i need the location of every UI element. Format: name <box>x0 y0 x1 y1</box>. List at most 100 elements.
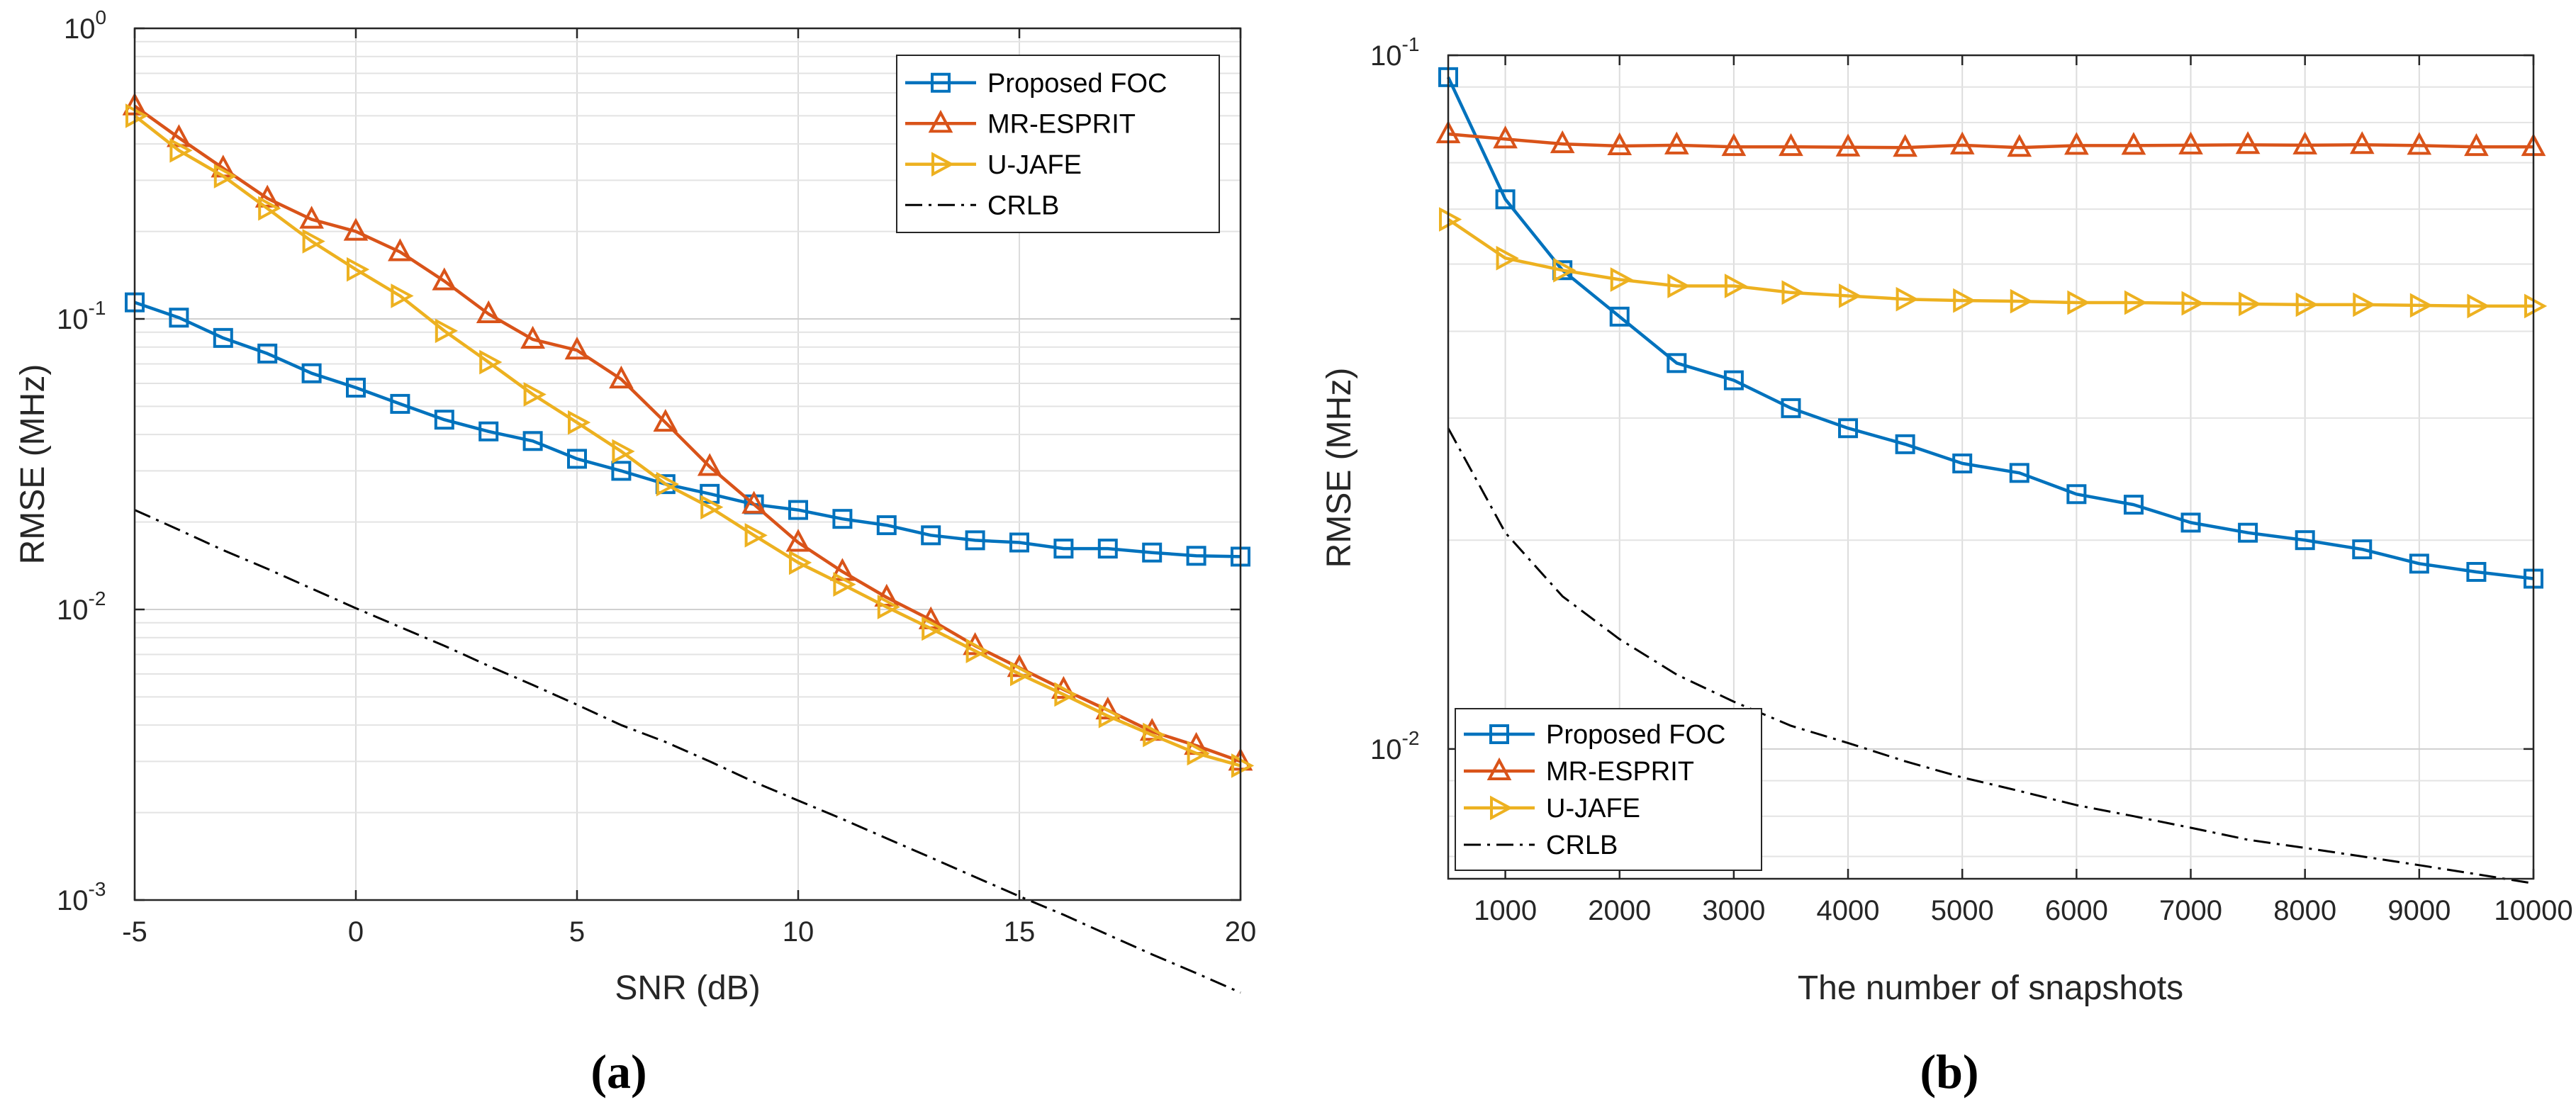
panel-label: (a) <box>590 1045 646 1098</box>
data-point <box>1187 741 1210 766</box>
data-point <box>876 515 897 536</box>
data-point <box>2010 288 2034 314</box>
data-point <box>1721 133 1747 157</box>
data-point <box>2239 291 2262 317</box>
data-point <box>522 431 543 451</box>
x-tick-label: 10 <box>783 916 814 948</box>
x-axis-label: The number of snapshots <box>1798 969 2183 1007</box>
data-point <box>1949 131 1975 154</box>
data-point <box>125 103 149 128</box>
data-point <box>1010 661 1034 687</box>
data-point <box>2409 553 2429 574</box>
data-point <box>1053 539 1074 559</box>
legend-item: MR-ESPRIT <box>1464 757 1694 787</box>
data-point <box>1009 532 1029 553</box>
data-point <box>1895 434 1915 454</box>
data-point <box>963 632 987 656</box>
data-point <box>1142 542 1163 563</box>
legend-label: U-JAFE <box>1546 794 1640 823</box>
data-point <box>744 522 768 548</box>
legend-label: Proposed FOC <box>1546 720 1725 750</box>
y-tick-label: 10-3 <box>57 878 106 916</box>
data-point <box>1838 418 1859 439</box>
legend-label: U-JAFE <box>987 150 1082 180</box>
data-point <box>213 164 237 189</box>
y-axis-label: RMSE (MHz) <box>1321 368 1358 568</box>
data-point <box>523 382 547 407</box>
data-point <box>2180 512 2201 533</box>
data-point <box>656 471 680 497</box>
data-point <box>1667 353 1687 373</box>
data-point <box>2123 495 2144 515</box>
series-crlb <box>134 509 1241 994</box>
data-point <box>1610 267 1633 292</box>
data-point <box>741 490 766 514</box>
data-point <box>1953 288 1976 313</box>
x-axis: -5 0 5 10 15 20 <box>122 28 1256 948</box>
data-point <box>520 325 545 349</box>
x-tick-label: 5 <box>569 916 585 948</box>
data-point <box>2352 539 2373 560</box>
data-point <box>2235 131 2261 154</box>
x-tick-label: 20 <box>1225 916 1257 948</box>
legend-label: Proposed FOC <box>987 69 1167 99</box>
data-point <box>1439 207 1462 232</box>
series-u-jafe <box>125 103 1255 778</box>
x-tick-label: 6000 <box>2045 895 2108 926</box>
legend-item: U-JAFE <box>1464 794 1640 823</box>
data-point <box>568 410 591 435</box>
x-tick-label: -5 <box>122 916 147 948</box>
x-tick-label: 5000 <box>1931 895 1994 926</box>
axes-frame <box>133 27 1242 901</box>
series-group <box>1435 67 2548 885</box>
legend-item: MR-ESPRIT <box>905 109 1136 139</box>
data-point <box>1550 130 1575 154</box>
x-tick-label: 2000 <box>1588 895 1651 926</box>
data-point <box>1724 274 1748 298</box>
data-point <box>390 393 410 414</box>
y-axis: 10-1 10-2 <box>1370 33 2533 765</box>
y-tick-label: 100 <box>64 6 106 45</box>
data-point <box>564 337 590 360</box>
legend-marker <box>1489 724 1509 744</box>
data-point <box>612 439 635 464</box>
data-point <box>1231 753 1255 778</box>
data-point <box>1098 703 1122 729</box>
x-tick-label: 4000 <box>1817 895 1880 926</box>
series-group <box>122 92 1255 994</box>
series-u-jafe <box>1439 207 2548 319</box>
data-point <box>922 616 945 641</box>
data-point <box>391 283 414 308</box>
legend-item: Proposed FOC <box>1464 720 1725 750</box>
data-point <box>2407 132 2432 155</box>
legend-marker <box>931 72 951 93</box>
data-point <box>2349 131 2375 154</box>
data-point <box>258 196 281 221</box>
data-point <box>435 318 459 344</box>
x-tick-label: 10000 <box>2494 895 2572 926</box>
legend-item: U-JAFE <box>905 150 1082 180</box>
data-point <box>1779 133 1803 157</box>
data-point <box>1835 133 1861 157</box>
data-point <box>1952 453 1973 473</box>
legend-marker <box>931 152 955 177</box>
data-point <box>1496 245 1519 271</box>
y-axis: 100 10-1 10-2 10-3 <box>57 6 1241 916</box>
data-point <box>299 206 324 229</box>
data-point <box>1186 546 1206 566</box>
data-point <box>1607 132 1633 156</box>
legend: Proposed FOC MR-ESPRIT U-JAFE CRLB <box>1455 708 1762 871</box>
data-point <box>785 529 811 552</box>
data-point <box>2066 484 2087 505</box>
axes-frame <box>1447 54 2535 880</box>
data-point <box>2467 293 2490 319</box>
data-point <box>2238 522 2258 543</box>
y-tick-label: 10-2 <box>57 587 106 626</box>
data-point <box>1097 539 1118 559</box>
data-point <box>1895 286 1919 312</box>
data-point <box>257 343 278 364</box>
x-tick-label: 3000 <box>1702 895 1765 926</box>
legend-label: MR-ESPRIT <box>1546 757 1694 787</box>
data-point <box>2292 131 2318 154</box>
chart-panel-b: 1000 2000 3000 4000 5000 6000 7000 8000 9000 1000… <box>1321 33 2573 1098</box>
